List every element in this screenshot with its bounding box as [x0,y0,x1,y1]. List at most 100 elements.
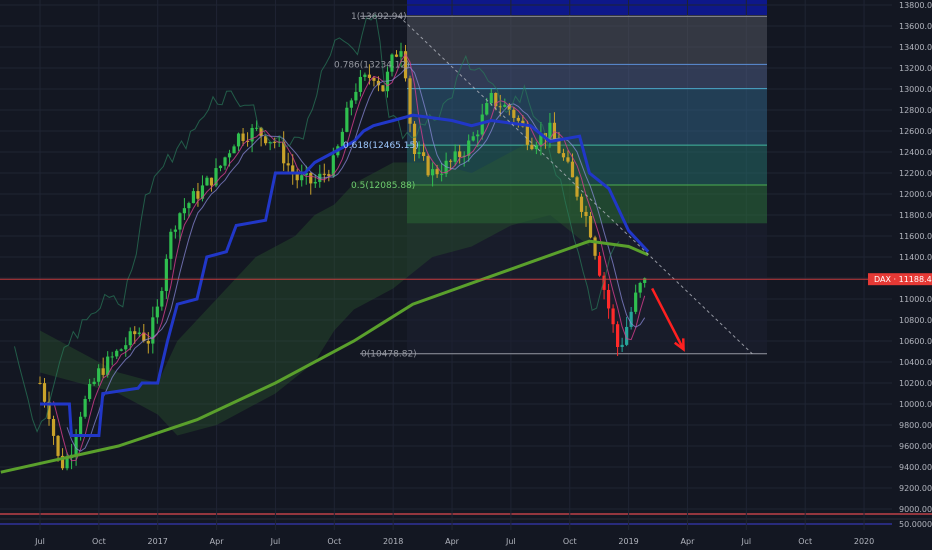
candle-body [449,160,453,162]
candle-body [232,146,236,154]
candle-body [403,51,408,79]
y-tick-label: 9400.00 [899,463,932,472]
time-axis[interactable]: Jul Oct 2017 Apr Jul Oct 2018 Apr Jul Oct 2019 Apr J… [34,537,874,546]
candle-body [453,151,457,162]
fibonacci-retracement [360,15,767,355]
candle-body [399,51,403,57]
candle-body [458,151,462,158]
y-tick-label: 13600.00 [899,22,932,31]
candle-body [381,85,385,92]
y-tick-label: 9800.00 [899,421,932,430]
candle-body [327,174,331,176]
y-tick-label: 13800.00 [899,1,932,10]
candle-body [570,161,575,178]
y-tick-label: 10600.00 [899,337,932,346]
candle-body [588,216,593,238]
candle-body [160,291,164,307]
x-tick-label: 2018 [383,537,403,546]
candle-body [566,157,570,162]
y-tick-label: 12600.00 [899,127,932,136]
candle-body [38,382,42,384]
candle-body [516,117,520,121]
candle-body [88,384,92,399]
candle-body [634,292,638,312]
candle-body [51,419,56,436]
y-tick-label: 9200.00 [899,484,932,493]
candle-body [209,177,214,186]
fib-band-lower [407,223,767,354]
candle-body [430,169,435,176]
x-tick-label: Oct [92,537,106,546]
candle-body [291,165,295,175]
candle-body [638,282,642,293]
candle-body [133,331,137,335]
candle-body [629,311,633,327]
candle-body [331,155,335,176]
candle-body [575,177,579,197]
y-tick-label: 11400.00 [899,253,932,262]
candle-body [494,92,498,107]
candle-body [304,172,308,176]
candle-body [56,435,60,456]
y-tick-label: 10800.00 [899,316,932,325]
candle-body [548,122,552,140]
fibonacci-labels: 1(13692.94) 0.786(13234.12) 0.618(12465.15… [334,12,419,359]
y-tick-label: 12200.00 [899,169,932,178]
candle-body [597,255,602,276]
candle-body [534,145,538,150]
candle-body [65,457,69,469]
candle-body [241,133,245,141]
x-tick-label: Oct [563,537,577,546]
candle-body [485,103,489,115]
candle-body [584,211,588,217]
candle-body [101,368,105,375]
fib-label: 0(10478.82) [361,350,417,360]
x-tick-label: Oct [798,537,812,546]
candle-body [79,416,83,435]
candle-body [476,134,480,137]
fib-band [407,184,767,224]
candle-body [187,203,191,209]
x-tick-label: 2019 [618,537,638,546]
candle-body [115,350,119,357]
y-tick-label: 12800.00 [899,106,932,115]
candle-body [142,332,146,341]
annotations [0,15,892,355]
y-tick-label: 12000.00 [899,190,932,199]
candle-body [74,434,78,455]
x-tick-label: Apr [445,537,460,546]
candle-body [593,237,597,256]
ichimoku-cloud [40,131,590,436]
badge-background [868,273,932,286]
candle-body [606,289,611,309]
candle-body [47,401,51,420]
candle-body [611,308,615,325]
fib-band [407,64,767,89]
candle-body [358,76,362,92]
candle-body [155,306,159,318]
y-tick-label: 10000.00 [899,400,932,409]
fib-label: 0.786(13234.12) [334,60,410,70]
candle-body [417,152,421,155]
candle-body [110,356,114,358]
cloud-area [40,131,590,436]
candle-body [236,133,241,147]
candle-body [525,126,529,145]
candle-body [151,317,155,344]
candle-body [322,173,326,175]
candle-body [408,78,412,124]
candle-body [164,258,168,292]
candle-body [227,153,232,158]
candle-body [620,344,624,348]
candle-body [421,152,426,157]
y-tick-label: 13400.00 [899,43,932,52]
candle-body [200,185,205,199]
candle-body [42,383,47,402]
candle-body [372,77,376,81]
x-tick-label: Jul [740,537,751,546]
candle-body [561,153,566,158]
candle-body [489,92,493,104]
candle-body [643,278,647,283]
candle-body [106,356,110,375]
